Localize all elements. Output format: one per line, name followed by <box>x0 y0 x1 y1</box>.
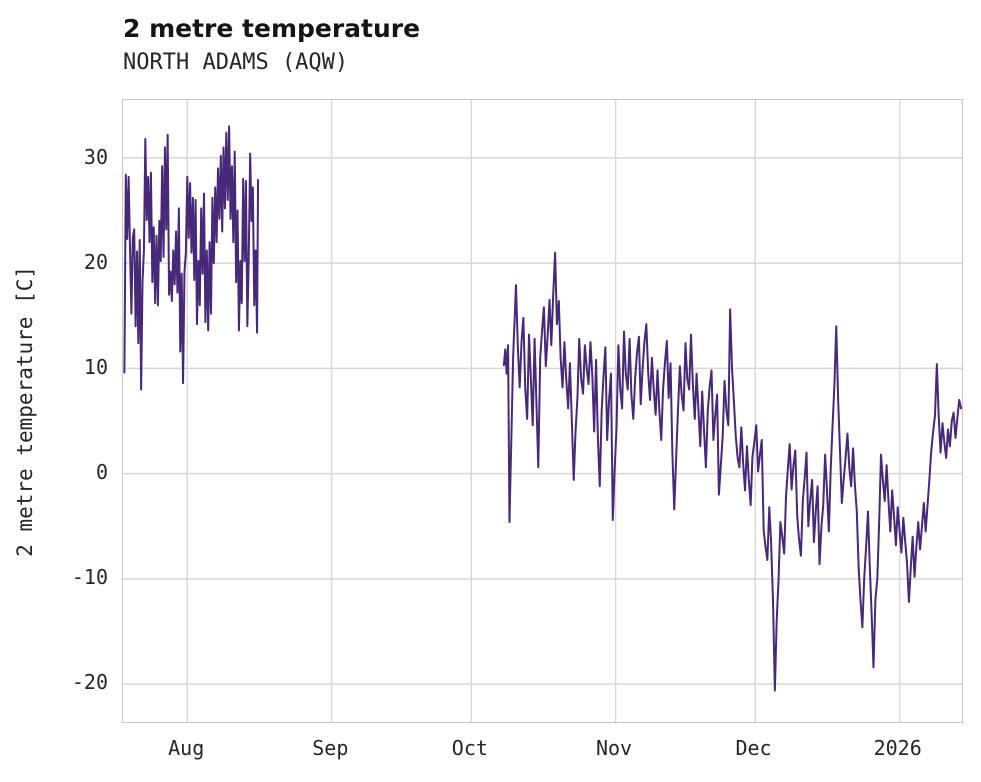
chart-subtitle: NORTH ADAMS (AQW) <box>123 50 349 75</box>
x-tick-label: Oct <box>451 736 488 760</box>
x-tick-label: Aug <box>168 736 205 760</box>
temperature-line-segment-1 <box>123 125 260 391</box>
y-tick-label: -10 <box>71 565 108 590</box>
y-tick-label: 0 <box>95 460 108 485</box>
x-tick-label: 2026 <box>873 736 922 760</box>
y-axis-label: 2 metre temperature [C] <box>13 265 37 557</box>
y-tick-label: 20 <box>83 249 108 274</box>
y-axis-label-wrap: 2 metre temperature [C] <box>10 99 40 723</box>
x-tick-label: Dec <box>735 736 772 760</box>
y-tick-label: 10 <box>83 354 108 379</box>
chart-title: 2 metre temperature <box>123 14 421 43</box>
temperature-chart <box>123 100 962 722</box>
x-tick-label: Nov <box>595 736 633 760</box>
plot-area <box>122 99 963 723</box>
y-tick-label: 30 <box>83 144 108 169</box>
y-tick-label: -20 <box>71 670 108 695</box>
x-tick-label: Sep <box>312 736 349 760</box>
temperature-line-segment-2 <box>502 251 962 692</box>
